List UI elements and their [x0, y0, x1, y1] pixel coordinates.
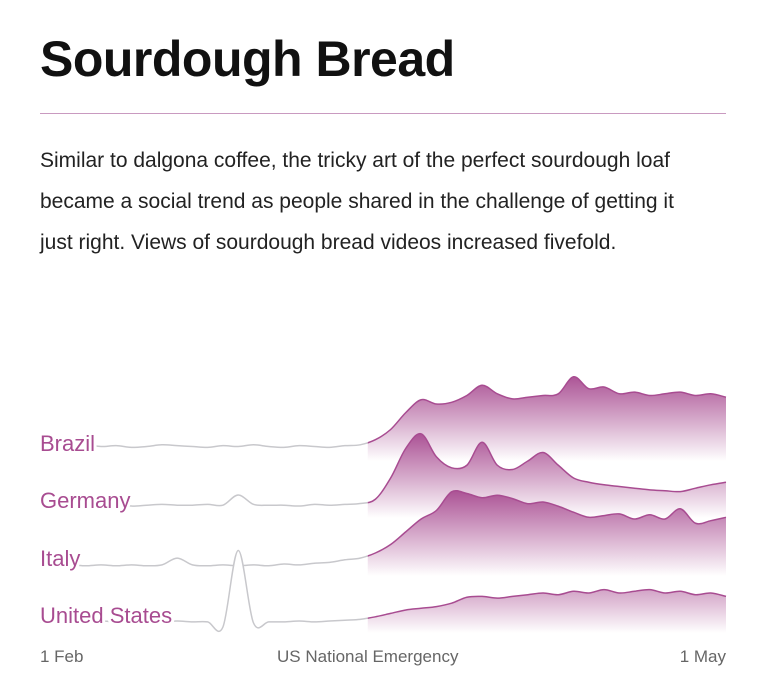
title-rule	[40, 113, 726, 114]
description: Similar to dalgona coffee, the tricky ar…	[40, 149, 674, 254]
x-tick-label: 1 Feb	[40, 647, 83, 666]
ridge-area	[367, 490, 726, 576]
ridge-line	[39, 549, 368, 633]
ridge-line	[367, 376, 727, 444]
ridge-line	[39, 555, 368, 567]
ridge-area	[40, 494, 368, 518]
ridge-line	[367, 432, 727, 504]
title: Sourdough Bread	[40, 31, 455, 87]
series-label: Italy	[40, 546, 80, 571]
ridge-line	[367, 588, 727, 619]
x-tick-label: 1 May	[680, 647, 727, 666]
ridge-area	[367, 589, 726, 633]
ridge-line	[39, 442, 368, 449]
x-tick-label: US National Emergency	[277, 647, 459, 666]
ridge-area	[367, 376, 726, 461]
series-label: United States	[40, 603, 172, 628]
series-label: Brazil	[40, 431, 95, 456]
ridge-area	[40, 550, 368, 633]
series-label: Germany	[40, 488, 130, 513]
ridge-line	[367, 489, 727, 557]
ridge-line	[39, 494, 368, 507]
